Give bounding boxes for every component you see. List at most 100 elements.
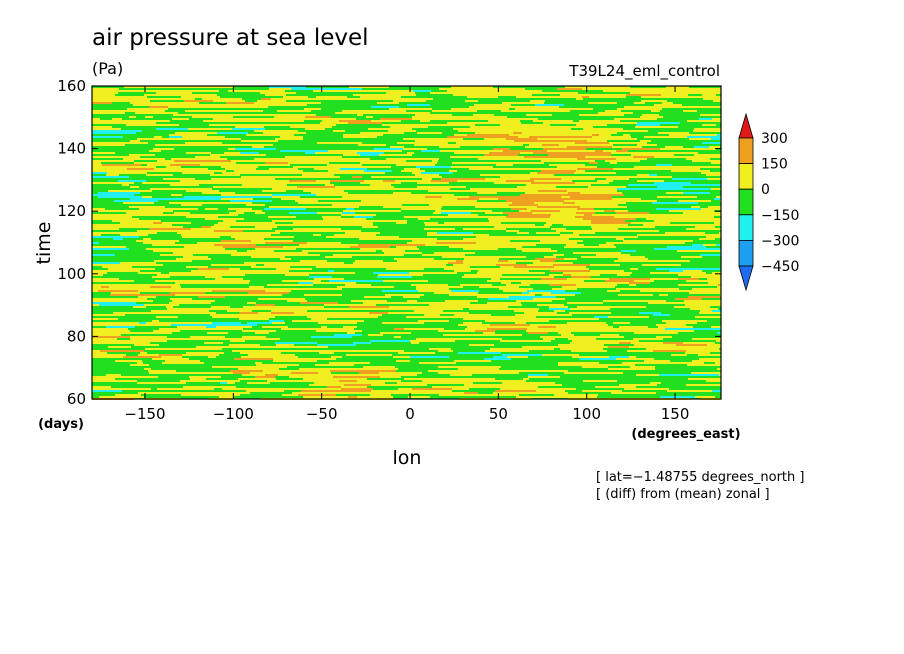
heatmap-streak bbox=[211, 306, 230, 308]
heatmap-streak bbox=[560, 234, 579, 236]
heatmap-streak bbox=[458, 368, 471, 370]
heatmap-streak bbox=[546, 222, 591, 224]
heatmap-streak bbox=[695, 396, 715, 398]
heatmap-streak bbox=[320, 396, 348, 398]
heatmap-streak bbox=[244, 262, 287, 264]
heatmap-streak bbox=[654, 248, 663, 250]
heatmap-streak bbox=[239, 318, 258, 320]
x-tick-label: 100 bbox=[572, 405, 601, 423]
heatmap-streak bbox=[692, 244, 703, 246]
heatmap-streak bbox=[388, 130, 416, 132]
heatmap-streak bbox=[92, 88, 119, 90]
heatmap-streak bbox=[130, 322, 139, 324]
heatmap-streak bbox=[182, 136, 225, 138]
heatmap-streak bbox=[466, 370, 493, 372]
heatmap-streak bbox=[92, 270, 110, 272]
heatmap-streak bbox=[246, 204, 265, 206]
heatmap-streak bbox=[573, 204, 618, 206]
heatmap-streak bbox=[541, 278, 567, 280]
heatmap-streak bbox=[269, 320, 284, 322]
heatmap-streak bbox=[170, 292, 205, 294]
heatmap-streak bbox=[519, 210, 531, 212]
heatmap-streak bbox=[523, 396, 557, 398]
heatmap-streak bbox=[272, 288, 301, 290]
heatmap-streak bbox=[195, 312, 216, 314]
heatmap-streak bbox=[429, 304, 438, 306]
heatmap-streak bbox=[366, 186, 394, 188]
heatmap-streak bbox=[464, 258, 499, 260]
heatmap-streak bbox=[667, 184, 686, 186]
heatmap-streak bbox=[218, 222, 230, 224]
heatmap-streak bbox=[450, 374, 472, 376]
heatmap-streak bbox=[549, 164, 585, 166]
heatmap-streak bbox=[423, 202, 456, 204]
heatmap-streak bbox=[447, 122, 477, 124]
heatmap-streak bbox=[373, 302, 398, 304]
heatmap-streak bbox=[470, 128, 493, 130]
heatmap-streak bbox=[427, 124, 433, 126]
heatmap-streak bbox=[411, 194, 454, 196]
heatmap-streak bbox=[703, 98, 721, 100]
heatmap-streak bbox=[377, 276, 412, 278]
heatmap-streak bbox=[317, 142, 362, 144]
heatmap-streak bbox=[706, 174, 721, 176]
heatmap-streak bbox=[374, 204, 402, 206]
heatmap-streak bbox=[327, 386, 341, 388]
heatmap-streak bbox=[355, 260, 383, 262]
heatmap-streak bbox=[510, 320, 528, 322]
heatmap-streak bbox=[286, 182, 330, 184]
heatmap-streak bbox=[577, 158, 616, 160]
heatmap-streak bbox=[462, 366, 501, 368]
heatmap-streak bbox=[358, 244, 395, 246]
heatmap-streak bbox=[633, 294, 646, 296]
heatmap-streak bbox=[433, 212, 441, 214]
heatmap-streak bbox=[642, 114, 659, 116]
heatmap-streak bbox=[254, 102, 290, 104]
heatmap-streak bbox=[686, 184, 697, 186]
heatmap-streak bbox=[333, 376, 359, 378]
heatmap-streak bbox=[185, 110, 229, 112]
heatmap-streak bbox=[467, 134, 509, 136]
heatmap-streak bbox=[484, 108, 509, 110]
heatmap-streak bbox=[622, 362, 650, 364]
heatmap-streak bbox=[331, 288, 342, 290]
heatmap-streak bbox=[359, 376, 380, 378]
heatmap-streak bbox=[235, 274, 245, 276]
heatmap-streak bbox=[439, 394, 482, 396]
heatmap-streak bbox=[554, 232, 560, 234]
heatmap-streak bbox=[617, 108, 662, 110]
heatmap-streak bbox=[275, 138, 293, 140]
heatmap-streak bbox=[329, 280, 355, 282]
heatmap-streak bbox=[520, 152, 533, 154]
heatmap-streak bbox=[503, 94, 532, 96]
heatmap-streak bbox=[201, 288, 237, 290]
heatmap-streak bbox=[350, 246, 390, 248]
heatmap-streak bbox=[662, 360, 670, 362]
heatmap-streak bbox=[171, 158, 198, 160]
heatmap-streak bbox=[452, 144, 489, 146]
heatmap-streak bbox=[144, 368, 151, 370]
heatmap-streak bbox=[377, 384, 412, 386]
heatmap-streak bbox=[640, 330, 669, 332]
heatmap-streak bbox=[585, 156, 598, 158]
heatmap-streak bbox=[231, 254, 263, 256]
heatmap-streak bbox=[92, 118, 100, 120]
heatmap-streak bbox=[215, 278, 243, 280]
heatmap-streak bbox=[714, 198, 721, 200]
heatmap-streak bbox=[622, 148, 660, 150]
heatmap-streak bbox=[265, 242, 307, 244]
heatmap-streak bbox=[597, 230, 608, 232]
heatmap-streak bbox=[311, 192, 348, 194]
heatmap-streak bbox=[516, 396, 523, 398]
heatmap-streak bbox=[534, 202, 563, 204]
heatmap-streak bbox=[697, 290, 721, 292]
heatmap-streak bbox=[557, 200, 564, 202]
heatmap-streak bbox=[290, 168, 298, 170]
heatmap-streak bbox=[588, 186, 626, 188]
heatmap-streak bbox=[365, 350, 404, 352]
heatmap-streak bbox=[570, 308, 610, 310]
heatmap-streak bbox=[361, 392, 395, 394]
heatmap-streak bbox=[671, 320, 707, 322]
heatmap-streak bbox=[484, 222, 501, 224]
heatmap-streak bbox=[525, 118, 538, 120]
